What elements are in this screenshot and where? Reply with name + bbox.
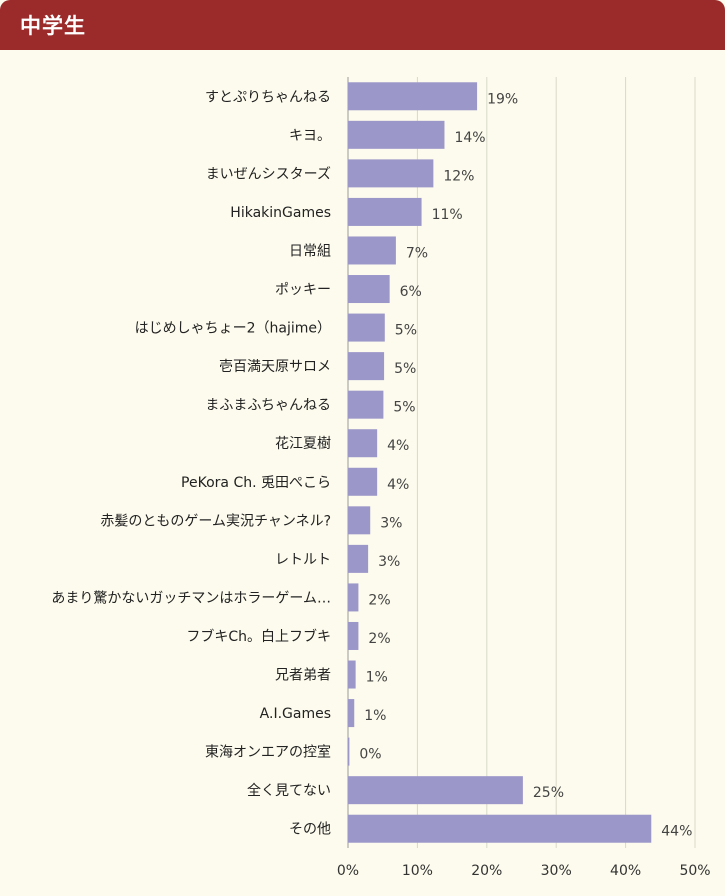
- bar: [348, 467, 378, 496]
- bar: [348, 660, 356, 689]
- bar: [348, 621, 359, 650]
- value-label: 2%: [368, 631, 390, 647]
- bar: [348, 583, 359, 612]
- x-tick-label: 0%: [337, 863, 359, 879]
- category-label: まふまふちゃんねる: [205, 398, 331, 414]
- value-label: 1%: [364, 708, 386, 724]
- bar: [348, 429, 378, 458]
- x-tick-label: 20%: [471, 863, 502, 879]
- x-tick-label: 50%: [679, 863, 710, 879]
- category-label: あまり驚かないガッチマンはホラーゲーム…: [51, 589, 331, 606]
- value-label: 4%: [387, 438, 409, 454]
- value-label: 6%: [400, 284, 422, 300]
- category-label: HikakinGames: [230, 205, 331, 221]
- category-label: はじめしゃちょー2（hajime）: [135, 321, 331, 337]
- category-label: 壱百満天原サロメ: [219, 358, 331, 375]
- value-label: 5%: [393, 400, 415, 416]
- bar: [348, 120, 445, 149]
- x-tick-label: 30%: [541, 863, 572, 879]
- bar: [348, 506, 371, 535]
- value-label: 1%: [366, 670, 388, 686]
- category-label: レトルト: [275, 552, 331, 568]
- value-label: 25%: [533, 785, 564, 801]
- category-label: 花江夏樹: [275, 436, 331, 452]
- bar: [348, 814, 652, 843]
- value-label: 5%: [394, 361, 416, 377]
- bar: [348, 275, 390, 304]
- bar: [348, 544, 369, 573]
- category-label: まいぜんシスターズ: [206, 166, 331, 182]
- x-tick-label: 10%: [402, 863, 433, 879]
- header-bar: 中学生: [0, 0, 725, 50]
- bar: [348, 737, 350, 766]
- bar: [348, 352, 385, 381]
- value-label: 11%: [432, 207, 463, 223]
- value-label: 4%: [387, 477, 409, 493]
- value-label: 0%: [359, 747, 381, 763]
- category-label: 東海オンエアの控室: [205, 744, 331, 761]
- bar-chart: 0% 10% 20% 30% 40% 50% すとぷりちゃんねる 19% キヨ。 14% まいぜんシ…: [51, 77, 711, 879]
- category-label: ポッキー: [275, 282, 331, 298]
- value-label: 3%: [378, 554, 400, 570]
- value-label: 5%: [395, 323, 417, 339]
- value-label: 44%: [661, 824, 692, 840]
- category-label: 兄者弟者: [275, 668, 331, 684]
- bar: [348, 236, 396, 265]
- category-label: PeKora Ch. 兎田ぺこら: [181, 475, 331, 491]
- value-label: 14%: [454, 130, 485, 146]
- value-label: 19%: [487, 91, 518, 107]
- bar: [348, 197, 422, 226]
- category-label: 全く見てない: [247, 782, 331, 799]
- category-label: キヨ。: [289, 128, 331, 144]
- category-label: フブキCh。白上フブキ: [186, 628, 331, 645]
- page-title: 中学生: [20, 14, 86, 38]
- chart-panel: 0% 10% 20% 30% 40% 50% すとぷりちゃんねる 19% キヨ。 14% まいぜんシ…: [0, 50, 725, 892]
- bar: [348, 313, 385, 342]
- value-label: 12%: [443, 168, 474, 184]
- bar: [348, 776, 523, 805]
- bar: [348, 699, 355, 728]
- category-label: 日常組: [289, 243, 331, 259]
- bar: [348, 390, 384, 419]
- bar: [348, 159, 434, 188]
- category-label: 赤髪のとものゲーム実況チャンネル?: [100, 513, 331, 529]
- category-label: その他: [289, 822, 331, 838]
- bar: [348, 82, 478, 111]
- x-tick-label: 40%: [610, 863, 641, 879]
- category-label: すとぷりちゃんねる: [205, 89, 331, 105]
- value-label: 7%: [406, 245, 428, 261]
- value-label: 3%: [380, 515, 402, 531]
- category-label: A.I.Games: [260, 706, 331, 722]
- value-label: 2%: [368, 592, 390, 608]
